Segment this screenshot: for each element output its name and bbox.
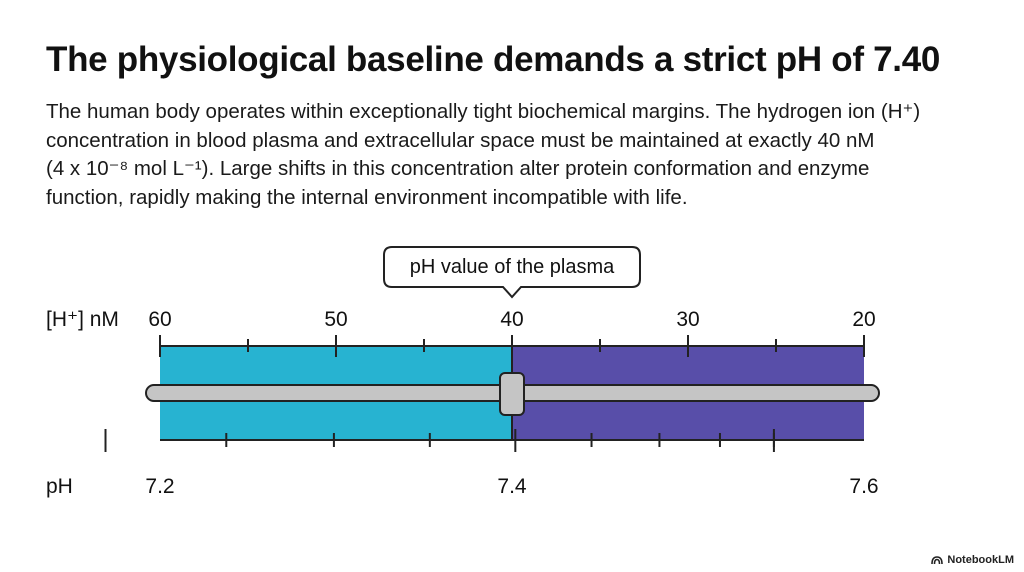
h-ion-tick-label: 40 [500, 308, 523, 331]
paragraph-line: The human body operates within exception… [46, 100, 921, 123]
watermark-text: NotebookLM [947, 554, 1014, 566]
h-ion-ticks [159, 335, 865, 357]
h-ion-tick-label: 50 [324, 308, 347, 331]
h-ion-tick-label: 20 [852, 308, 875, 331]
ph-ticks [104, 429, 775, 452]
ph-tick-label: 7.2 [145, 475, 174, 498]
callout-text: pH value of the plasma [410, 256, 615, 278]
notebooklm-logo-icon [931, 556, 944, 565]
slider-handle[interactable] [499, 372, 525, 416]
paragraph-line: concentration in blood plasma and extrac… [46, 128, 875, 152]
h-ion-tick-label: 60 [148, 308, 171, 331]
callout-bubble: pH value of the plasma [383, 246, 641, 299]
intro-paragraph: The human body operates within exception… [46, 98, 991, 212]
ph-scale-label: pH [46, 475, 73, 498]
ph-tick-label: 7.4 [497, 475, 527, 498]
h-ion-scale-label: [H⁺] nM [46, 308, 119, 331]
paragraph-line: (4 x 10⁻⁸ mol L⁻¹). Large shifts in this… [46, 157, 870, 180]
page-title: The physiological baseline demands a str… [46, 40, 941, 79]
notebooklm-watermark: NotebookLM [931, 554, 1014, 566]
ph-tick-label: 7.6 [849, 475, 878, 498]
h-ion-tick-label: 30 [676, 308, 699, 331]
paragraph-line: function, rapidly making the internal en… [46, 185, 688, 209]
